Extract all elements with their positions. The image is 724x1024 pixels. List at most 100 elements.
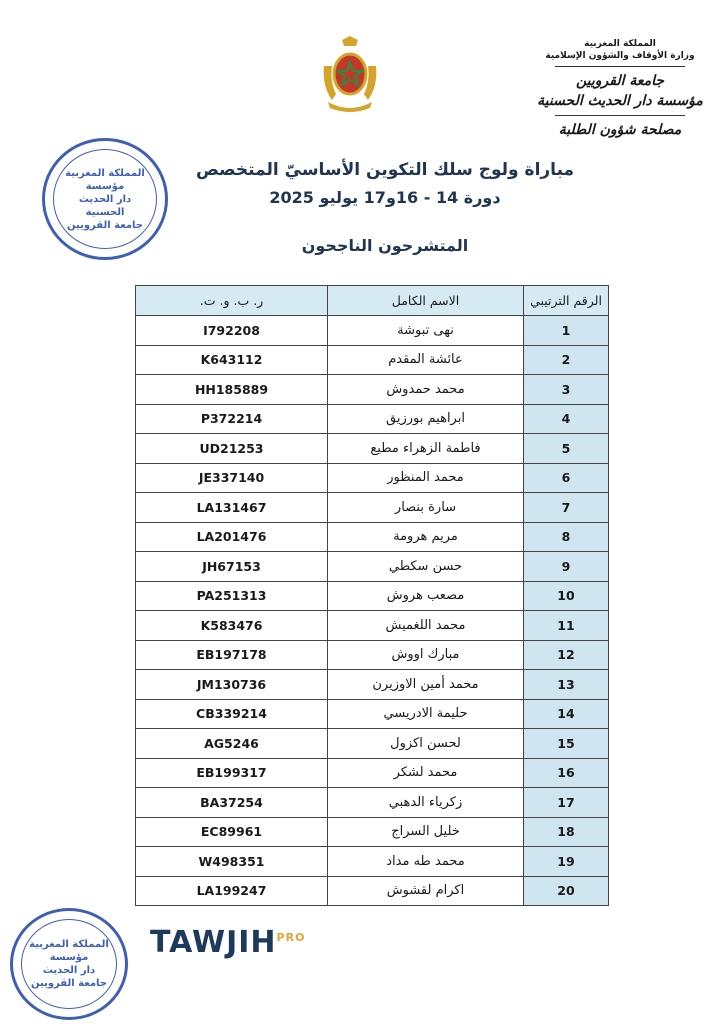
col-name: الاسم الكامل (327, 285, 524, 316)
official-stamp-bottom: المملكة المغربية مؤسسة دار الحديث جامعة … (10, 908, 128, 1020)
table-row: 5 فاطمة الزهراء مطيع UD21253 (135, 433, 609, 464)
cell-id: HH185889 (135, 374, 328, 405)
cell-name: محمد المنظور (327, 462, 524, 493)
cell-name: محمد حمدوش (327, 374, 524, 405)
watermark-sup: PRO (276, 931, 306, 944)
cell-name: فاطمة الزهراء مطيع (327, 433, 524, 464)
cell-name: مبارك اووش (327, 639, 524, 670)
cell-num: 18 (523, 816, 609, 847)
table-row: 20 اكرام لقشوش LA199247 (135, 875, 609, 906)
stamp-text: دار الحديث (42, 965, 96, 976)
table-row: 9 حسن سكطي JH67153 (135, 551, 609, 582)
cell-num: 3 (523, 374, 609, 405)
royal-emblem-icon (323, 36, 377, 112)
cell-num: 14 (523, 698, 609, 729)
cell-id: AG5246 (135, 728, 328, 759)
cell-num: 16 (523, 757, 609, 788)
cell-id: BA37254 (135, 787, 328, 818)
cell-name: مريم هرومة (327, 521, 524, 552)
table-row: 7 سارة بنصار LA131467 (135, 492, 609, 523)
cell-id: JM130736 (135, 669, 328, 700)
cell-name: لحسن اكزول (327, 728, 524, 759)
table-row: 12 مبارك اووش EB197178 (135, 639, 609, 670)
cell-name: نهى تبوشة (327, 315, 524, 346)
stamp-text: جامعة القرويين (31, 978, 107, 989)
page-title: مباراة ولوج سلك التكوين الأساسيّ المتخصص (195, 160, 575, 180)
cell-id: EB199317 (135, 757, 328, 788)
cell-id: PA251313 (135, 580, 328, 611)
cell-name: محمد اللغميش (327, 610, 524, 641)
stamp-text: المملكة المغربية (65, 167, 145, 179)
table-row: 14 حليمة الادريسي CB339214 (135, 698, 609, 729)
cell-num: 15 (523, 728, 609, 759)
cell-id: P372214 (135, 403, 328, 434)
table-row: 2 عائشة المقدم K643112 (135, 344, 609, 375)
divider (555, 66, 685, 67)
cell-id: LA199247 (135, 875, 328, 906)
cell-name: زكرياء الدهبي (327, 787, 524, 818)
cell-num: 6 (523, 462, 609, 493)
cell-num: 11 (523, 610, 609, 641)
cell-num: 10 (523, 580, 609, 611)
cell-id: JH67153 (135, 551, 328, 582)
table-row: 17 زكرياء الدهبي BA37254 (135, 787, 609, 818)
cell-id: EB197178 (135, 639, 328, 670)
cell-num: 8 (523, 521, 609, 552)
cell-num: 19 (523, 846, 609, 877)
cell-id: CB339214 (135, 698, 328, 729)
cell-name: اكرام لقشوش (327, 875, 524, 906)
stamp-text: مؤسسة (85, 180, 125, 192)
cell-id: LA131467 (135, 492, 328, 523)
department-label: مصلحة شؤون الطلبة (558, 122, 682, 138)
section-subtitle: المتشرحون الناجحون (301, 236, 469, 255)
stamp-text: الحسنية (85, 206, 125, 218)
table-row: 18 خليل السراج EC89961 (135, 816, 609, 847)
table-row: 3 محمد حمدوش HH185889 (135, 374, 609, 405)
divider (555, 115, 685, 116)
cell-id: K583476 (135, 610, 328, 641)
cell-id: K643112 (135, 344, 328, 375)
watermark-logo: TAWJIHPRO (150, 925, 305, 960)
cell-num: 5 (523, 433, 609, 464)
kingdom-label: المملكة المغربية (584, 39, 656, 49)
official-stamp: المملكة المغربية مؤسسة دار الحديث الحسني… (42, 138, 168, 260)
cell-num: 12 (523, 639, 609, 670)
cell-num: 17 (523, 787, 609, 818)
cell-id: W498351 (135, 846, 328, 877)
table-row: 6 محمد المنظور JE337140 (135, 462, 609, 493)
cell-name: سارة بنصار (327, 492, 524, 523)
cell-num: 4 (523, 403, 609, 434)
cell-name: محمد لشكر (327, 757, 524, 788)
cell-id: LA201476 (135, 521, 328, 552)
cell-name: محمد طه مداد (327, 846, 524, 877)
institution-header: المملكة المغربية وزارة الأوقاف والشؤون ا… (530, 38, 710, 140)
cell-num: 1 (523, 315, 609, 346)
cell-name: محمد أمين الاوزيرن (327, 669, 524, 700)
cell-num: 7 (523, 492, 609, 523)
col-rank: الرقم الترتيبي (523, 285, 609, 316)
results-table: الرقم الترتيبي الاسم الكامل ر. ب. و. ت. … (135, 285, 609, 906)
col-id: ر. ب. و. ت. (135, 285, 328, 316)
cell-id: EC89961 (135, 816, 328, 847)
university-label: جامعة القرويين (575, 73, 665, 89)
cell-id: I792208 (135, 315, 328, 346)
stamp-text: جامعة القرويين (67, 219, 143, 231)
cell-name: ابراهيم بورزيق (327, 403, 524, 434)
table-row: 15 لحسن اكزول AG5246 (135, 728, 609, 759)
cell-name: حسن سكطي (327, 551, 524, 582)
table-row: 13 محمد أمين الاوزيرن JM130736 (135, 669, 609, 700)
table-row: 4 ابراهيم بورزيق P372214 (135, 403, 609, 434)
cell-num: 13 (523, 669, 609, 700)
table-row: 16 محمد لشكر EB199317 (135, 757, 609, 788)
cell-num: 2 (523, 344, 609, 375)
cell-name: خليل السراج (327, 816, 524, 847)
stamp-text: مؤسسة (49, 952, 89, 963)
table-row: 1 نهى تبوشة I792208 (135, 315, 609, 346)
table-row: 10 مصعب هروش PA251313 (135, 580, 609, 611)
ministry-label: وزارة الأوقاف والشؤون الإسلامية (545, 51, 695, 61)
watermark-text: TAWJIH (150, 925, 277, 960)
table-header-row: الرقم الترتيبي الاسم الكامل ر. ب. و. ت. (135, 285, 609, 316)
cell-num: 20 (523, 875, 609, 906)
cell-id: UD21253 (135, 433, 328, 464)
cell-name: مصعب هروش (327, 580, 524, 611)
